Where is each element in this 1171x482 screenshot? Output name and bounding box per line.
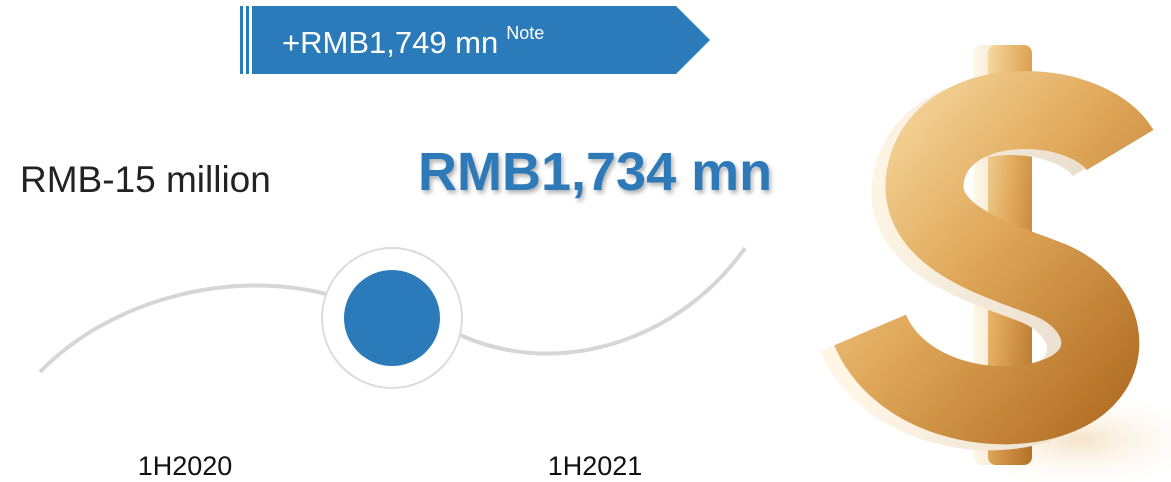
dollar-icon [820, 45, 1154, 465]
banner-text: +RMB1,749 mn Note [282, 23, 544, 60]
value-after: RMB1,734 mn [418, 142, 772, 202]
banner-note: Note [506, 23, 544, 43]
dot [344, 270, 440, 366]
banner-stripe [240, 6, 243, 74]
banner-value: +RMB1,749 mn [282, 25, 498, 60]
period-label: 1H2021 [548, 451, 643, 481]
curve [38, 283, 331, 374]
value-before: RMB-15 million [20, 159, 271, 200]
banner [252, 6, 710, 74]
curve [459, 246, 747, 356]
banner-stripe [246, 6, 249, 74]
period-label: 1H2020 [138, 451, 233, 481]
